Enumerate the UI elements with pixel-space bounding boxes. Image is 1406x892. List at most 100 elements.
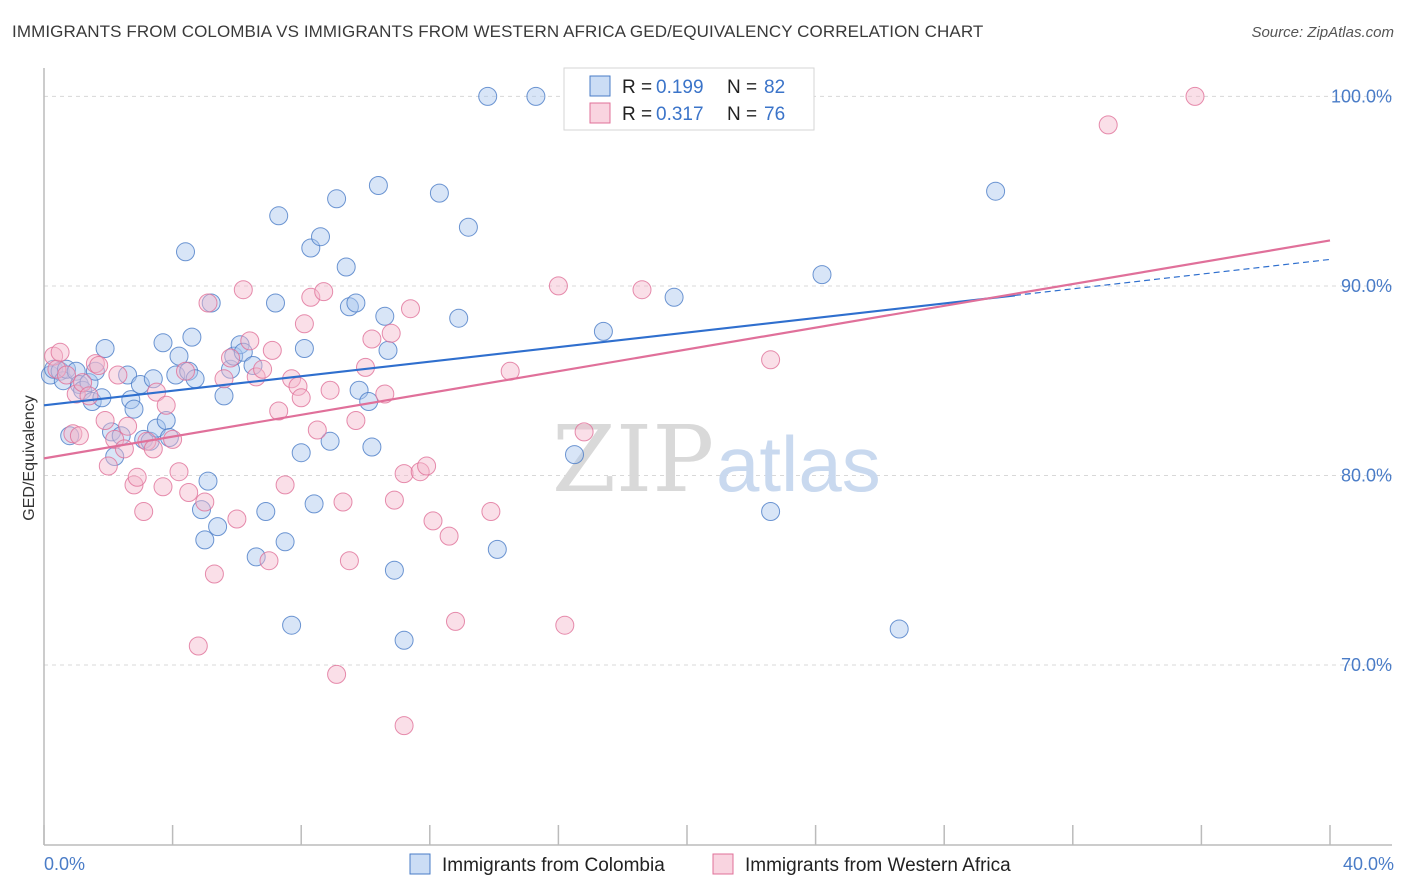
- colombia-point-54: [304, 494, 324, 514]
- y-tick-label-70: 70.0%: [1341, 655, 1392, 675]
- legend-swatch-colombia: [409, 853, 431, 875]
- colombia-point-66: [378, 340, 398, 360]
- colombia-point-56: [320, 431, 340, 451]
- western-africa-point-40: [259, 551, 279, 571]
- x-tick-label-max: 40.0%: [1343, 854, 1394, 874]
- western-africa-point-3: [57, 365, 76, 385]
- western-africa-point-77: [1185, 86, 1205, 106]
- colombia-point-57: [327, 189, 347, 209]
- western-africa-point-41: [262, 340, 282, 360]
- legend-label-western-africa: Immigrants from Western Africa: [745, 855, 1011, 876]
- western-africa-point-51: [320, 380, 340, 400]
- colombia-point-36: [198, 471, 218, 491]
- stats-n-value-pink: 76: [764, 104, 785, 125]
- western-africa-point-39: [253, 359, 273, 379]
- western-africa-point-46: [291, 388, 311, 408]
- colombia-point-30: [176, 242, 195, 262]
- colombia-point-81: [889, 619, 909, 639]
- colombia-point-67: [384, 560, 404, 580]
- western-africa-point-11: [95, 411, 115, 430]
- western-africa-point-34: [221, 348, 240, 368]
- western-africa-point-18: [127, 467, 147, 487]
- colombia-point-82: [986, 181, 1006, 201]
- western-africa-point-52: [327, 664, 347, 684]
- western-africa-point-29: [188, 636, 208, 656]
- watermark-zip: ZIP: [552, 406, 714, 513]
- western-africa-point-2: [50, 342, 70, 362]
- colombia-point-35: [195, 530, 215, 550]
- western-africa-point-62: [401, 299, 420, 319]
- colombia-point-74: [526, 86, 546, 106]
- colombia-points: [40, 86, 1006, 650]
- western-africa-point-66: [423, 511, 443, 531]
- western-africa-point-13: [105, 429, 125, 449]
- colombia-point-73: [487, 539, 507, 559]
- western-africa-point-60: [384, 490, 404, 510]
- western-africa-point-68: [446, 611, 465, 631]
- colombia-point-19: [124, 399, 144, 419]
- western-africa-point-61: [394, 716, 414, 736]
- western-africa-point-16: [118, 416, 138, 436]
- colombia-point-38: [208, 517, 228, 537]
- western-africa-point-59: [381, 323, 401, 343]
- western-africa-point-43: [275, 475, 295, 495]
- colombia-point-60: [346, 293, 366, 313]
- western-africa-points: [44, 86, 1205, 736]
- legend-label-colombia: Immigrants from Colombia: [442, 855, 665, 876]
- western-africa-point-12: [98, 456, 118, 476]
- stats-r-label-pink: R =: [622, 104, 652, 125]
- colombia-point-3: [53, 371, 73, 391]
- colombia-point-76: [593, 321, 613, 341]
- western-africa-point-9: [85, 354, 105, 374]
- colombia-point-9: [79, 373, 99, 393]
- colombia-point-5: [60, 426, 80, 446]
- source-label: Source: ZipAtlas.com: [1251, 24, 1394, 41]
- colombia-point-39: [214, 386, 234, 406]
- colombia-point-52: [294, 339, 314, 358]
- western-africa-point-75: [761, 350, 781, 370]
- trend-lines: [43, 239, 1331, 460]
- western-africa-point-53: [333, 492, 353, 512]
- western-africa-point-17: [124, 475, 144, 495]
- y-axis-title: GED/Equivalency: [21, 395, 38, 520]
- colombia-point-42: [230, 335, 250, 355]
- colombia-point-4: [57, 359, 76, 379]
- western-africa-point-4: [63, 424, 83, 444]
- colombia-point-75: [565, 445, 584, 465]
- colombia-point-63: [362, 437, 382, 457]
- colombia-point-48: [266, 293, 285, 313]
- colombia-point-68: [394, 630, 414, 650]
- colombia-point-79: [761, 502, 781, 521]
- legend-swatch-western-africa: [712, 853, 734, 875]
- colombia-point-64: [368, 176, 388, 195]
- stats-n-value-blue: 82: [764, 77, 785, 98]
- colombia-point-58: [336, 257, 356, 277]
- western-africa-point-73: [548, 276, 568, 296]
- western-africa-point-23: [153, 477, 173, 497]
- colombia-point-50: [282, 615, 302, 635]
- colombia-point-65: [375, 306, 395, 326]
- western-africa-point-49: [307, 420, 327, 440]
- western-africa-point-76: [1098, 115, 1118, 135]
- colombia-point-72: [478, 86, 498, 106]
- western-africa-point-65: [417, 456, 437, 476]
- stats-r-label-blue: R =: [622, 77, 652, 98]
- western-africa-point-47: [294, 314, 314, 334]
- western-africa-point-6: [69, 426, 89, 446]
- series-legend: Immigrants from Colombia Immigrants from…: [409, 853, 1011, 876]
- colombia-point-55: [311, 227, 330, 247]
- colombia-point-77: [664, 287, 684, 307]
- western-africa-point-72: [574, 422, 594, 442]
- western-africa-point-25: [163, 429, 183, 449]
- western-africa-point-8: [79, 386, 99, 406]
- western-africa-point-19: [134, 502, 154, 521]
- colombia-point-80: [812, 265, 832, 285]
- western-africa-point-55: [346, 411, 366, 430]
- western-africa-point-32: [204, 564, 224, 584]
- stats-legend-swatch-blue: [589, 75, 611, 97]
- western-africa-point-48: [301, 287, 321, 307]
- western-africa-point-63: [394, 464, 414, 484]
- colombia-point-69: [429, 183, 449, 203]
- watermark: ZIP atlas: [552, 406, 881, 513]
